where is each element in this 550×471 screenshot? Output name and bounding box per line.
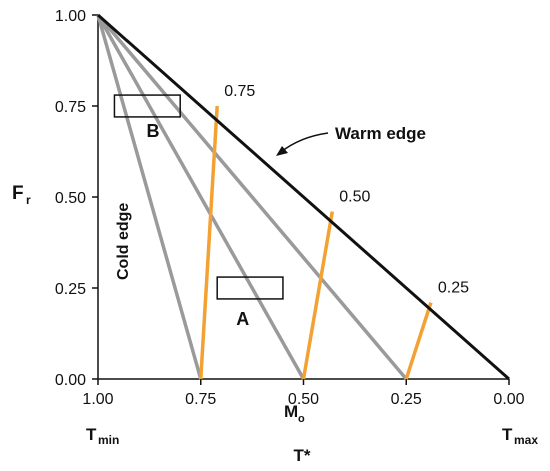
warm-edge-label: Warm edge [335, 124, 426, 143]
y-tick-label: 0.25 [55, 281, 86, 298]
x-tick-label: 0.50 [288, 391, 319, 408]
x-axis-label: T* [294, 446, 311, 465]
y-tick-label: 1.00 [55, 8, 86, 25]
y-axis-label: F [12, 183, 24, 204]
warm-edge-line [97, 13, 510, 381]
warm-edge-group [97, 13, 510, 381]
warm-edge-arrowhead [276, 146, 288, 156]
box-label-a: A [236, 309, 249, 329]
y-tick-label: 0.75 [55, 99, 86, 116]
gray-line [96, 14, 306, 380]
x-tick-label: 1.00 [82, 391, 113, 408]
axes: 0.00 0.25 0.50 0.75 1.00 1.00 0.75 0.50 0.25 0.00 [55, 8, 525, 408]
x-tick-label: 0.25 [391, 391, 422, 408]
orange-lines: 0.75 0.50 0.25 [199, 83, 469, 380]
tmin-label: T [86, 425, 97, 444]
orange-line [404, 302, 433, 380]
gray-line [96, 14, 203, 380]
mo-label-sub: o [298, 413, 305, 425]
orange-line-label: 0.50 [339, 189, 370, 206]
box-b [113, 94, 181, 118]
x-tick-label: 0.75 [185, 391, 216, 408]
y-tick-label: 0.50 [55, 190, 86, 207]
orange-line-label: 0.25 [438, 280, 469, 297]
y-tick-label: 0.00 [55, 372, 86, 389]
boxes: BA [113, 94, 284, 329]
gray-line [96, 13, 408, 381]
tmax-sub: max [514, 433, 538, 447]
box-label-b: B [146, 121, 159, 141]
box-a [216, 276, 284, 300]
orange-line [301, 211, 334, 380]
y-axis-label-sub: r [26, 193, 31, 207]
gray-lines [96, 13, 408, 381]
orange-line [199, 105, 219, 380]
orange-line-label: 0.75 [224, 83, 255, 100]
warm-edge-arrow [280, 132, 329, 153]
x-tick-label: 0.00 [493, 391, 524, 408]
cold-edge-label: Cold edge [115, 203, 132, 280]
tmax-label: T [502, 425, 513, 444]
mo-label: M [284, 402, 298, 421]
tmin-sub: min [98, 433, 119, 447]
